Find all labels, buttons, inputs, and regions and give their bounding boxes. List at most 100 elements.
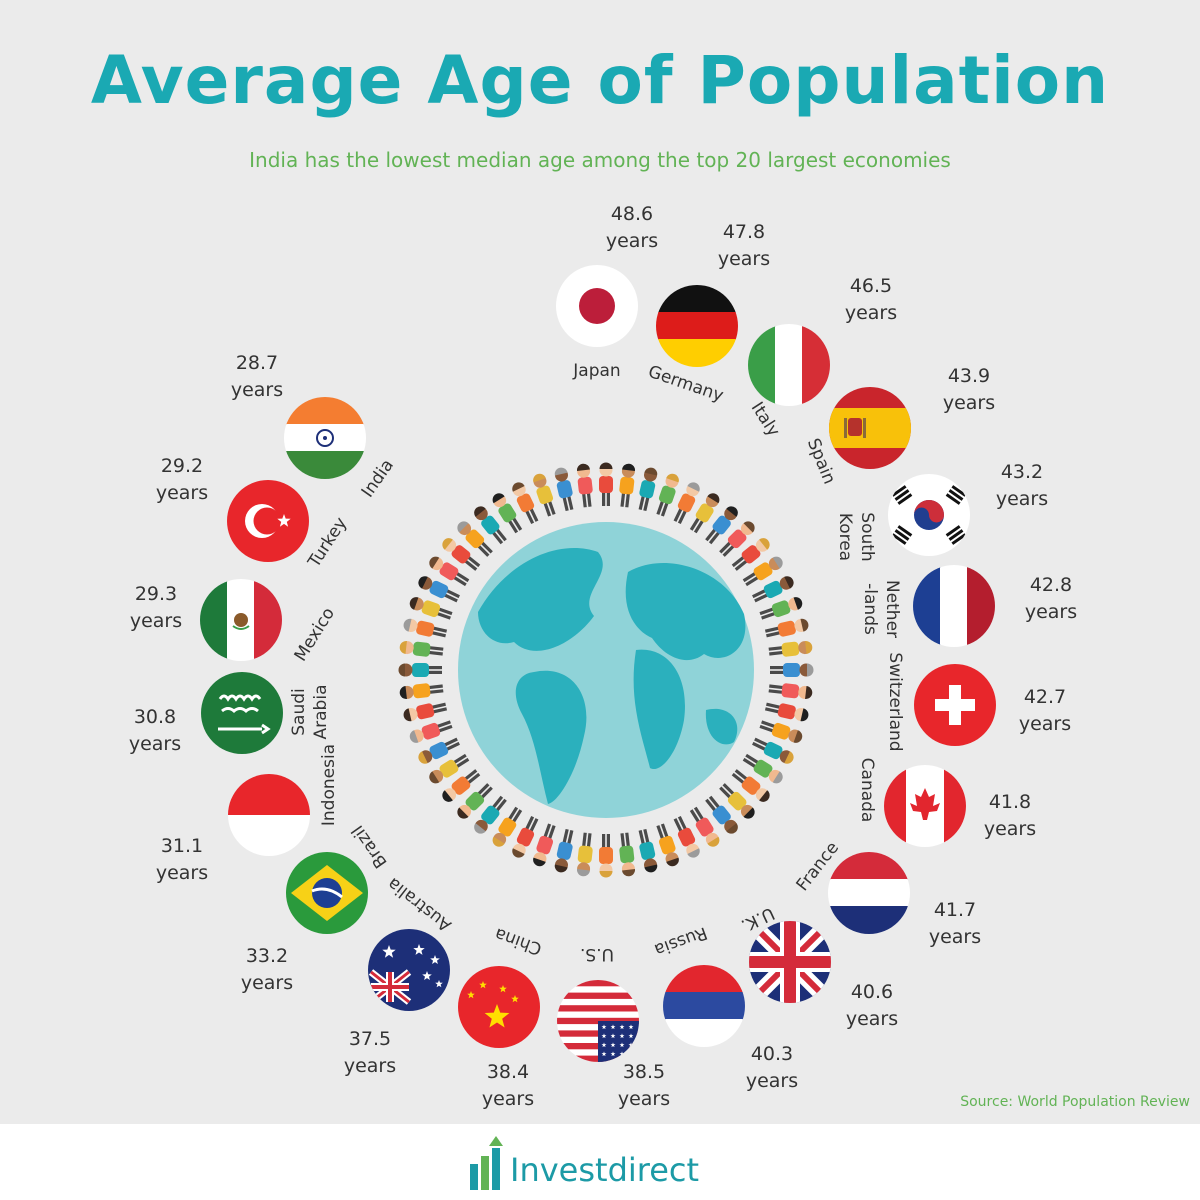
person-figure	[399, 683, 444, 699]
person-figure	[656, 823, 679, 867]
person-figure	[418, 737, 460, 764]
person-figure	[442, 769, 481, 802]
person-figure	[689, 493, 720, 534]
country-germany: 47.8 years Germany	[645, 221, 770, 406]
value-label: 30.8 years	[129, 706, 181, 755]
netherlands-flag-icon	[913, 565, 995, 647]
country-label: Indonesia	[319, 744, 339, 826]
value-label: 29.3 years	[130, 583, 182, 632]
value-label: 31.1 years	[156, 835, 208, 884]
person-figure	[577, 463, 593, 508]
person-figure	[554, 828, 574, 873]
person-figure	[533, 823, 556, 867]
value-label: 47.8 years	[718, 221, 770, 270]
person-figure	[492, 493, 523, 534]
person-figure	[638, 467, 658, 512]
france-flag-icon	[828, 852, 910, 934]
person-figure	[409, 720, 453, 743]
country-label: India	[358, 456, 398, 502]
country-label: Canada	[857, 758, 877, 823]
mexico-flag-icon	[200, 579, 282, 661]
brazil-flag-icon	[286, 852, 368, 934]
value-label: 41.8 years	[984, 791, 1036, 840]
china-flag-icon	[458, 966, 540, 1048]
country-netherlands: 42.8 years Nether-lands	[860, 565, 1077, 647]
person-figure	[599, 834, 613, 878]
country-label: Mexico	[291, 604, 339, 665]
person-figure	[492, 806, 523, 847]
person-figure	[752, 737, 794, 764]
person-figure	[742, 556, 783, 587]
south-korea-flag-icon	[888, 474, 970, 556]
us-flag-icon	[557, 980, 639, 1062]
person-figure	[759, 720, 803, 743]
country-label: Australia	[384, 873, 456, 935]
person-figure	[656, 473, 679, 517]
person-figure	[474, 506, 507, 545]
country-saudi-arabia: 30.8 years Saudi Arabia	[129, 672, 331, 755]
person-figure	[398, 663, 442, 677]
value-label: 46.5 years	[845, 275, 897, 324]
country-mexico: 29.3 years Mexico	[130, 579, 339, 665]
country-canada: 41.8 years Canada	[857, 758, 1036, 847]
person-figure	[768, 641, 813, 657]
value-label: 43.2 years	[996, 461, 1048, 510]
person-figure	[577, 832, 593, 877]
russia-flag-icon	[663, 965, 745, 1047]
japan-flag-icon	[556, 265, 638, 347]
value-label: 28.7 years	[231, 352, 283, 401]
value-label: 43.9 years	[943, 365, 995, 414]
saudi-arabia-flag-icon	[201, 672, 283, 754]
person-figure	[768, 683, 813, 699]
person-figure	[705, 795, 738, 834]
person-figure	[764, 618, 809, 638]
source-note: Source: World Population Review	[960, 1094, 1190, 1110]
person-figure	[533, 473, 556, 517]
person-figure	[752, 576, 794, 603]
person-figure	[619, 463, 635, 508]
person-figure	[429, 556, 470, 587]
indonesia-flag-icon	[228, 774, 310, 856]
country-label: Russia	[652, 922, 710, 959]
person-figure	[457, 783, 493, 819]
person-figure	[759, 597, 803, 620]
value-label: 48.6 years	[606, 203, 658, 252]
country-label: Germany	[645, 362, 725, 406]
person-figure	[638, 828, 658, 873]
country-label: Japan	[572, 361, 620, 381]
australia-flag-icon	[368, 929, 450, 1011]
investdirect-logo-icon	[470, 1136, 503, 1190]
switzerland-flag-icon	[914, 664, 996, 746]
value-label: 40.3 years	[746, 1043, 798, 1092]
person-figure	[673, 816, 700, 858]
person-figure	[409, 597, 453, 620]
person-figure	[474, 795, 507, 834]
country-china: 38.4 years China	[458, 923, 545, 1110]
globe-with-people	[398, 462, 814, 878]
person-figure	[731, 538, 770, 571]
country-india: 28.7 years India	[231, 352, 398, 501]
canada-flag-icon	[884, 765, 966, 847]
country-turkey: 29.2 years Turkey	[156, 455, 351, 572]
value-label: 33.2 years	[241, 945, 293, 994]
value-label: 40.6 years	[846, 981, 898, 1030]
person-figure	[403, 702, 448, 722]
germany-flag-icon	[656, 285, 738, 367]
country-label: Turkey	[304, 514, 351, 572]
chart-subtitle: India has the lowest median age among th…	[249, 148, 951, 172]
italy-flag-icon	[748, 324, 830, 406]
turkey-flag-icon	[227, 480, 309, 562]
person-figure	[719, 783, 755, 819]
person-figure	[689, 806, 720, 847]
value-label: 42.7 years	[1019, 686, 1071, 735]
value-label: 38.4 years	[482, 1061, 534, 1110]
person-figure	[742, 753, 783, 784]
value-label: 29.2 years	[156, 455, 208, 504]
country-south-korea: 43.2 years SouthKorea	[835, 461, 1048, 562]
person-figure	[599, 462, 613, 506]
country-u-s: 38.5 years U.S.	[557, 944, 670, 1110]
